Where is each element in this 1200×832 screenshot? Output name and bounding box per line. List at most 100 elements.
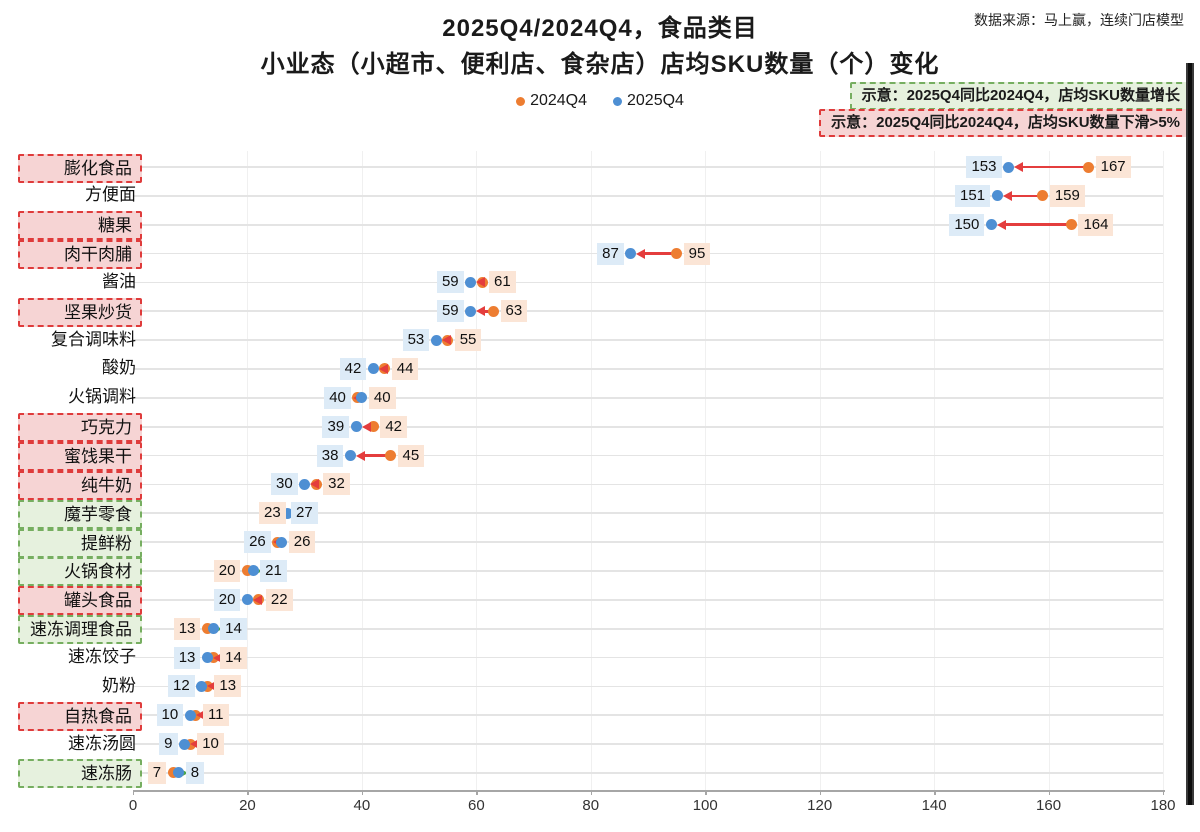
value-label-2024q4: 61 (489, 271, 516, 294)
row-gridline (133, 685, 1163, 688)
value-label-2025q4: 26 (244, 531, 271, 554)
legend-label-2024q4: 2024Q4 (530, 92, 587, 109)
change-arrow-head (1002, 190, 1012, 201)
legend-item-2025q4: 2025Q4 (613, 92, 684, 110)
dot-2025q4 (356, 392, 368, 404)
x-axis-tick (247, 790, 249, 795)
change-arrow-head (212, 652, 222, 663)
category-label-3: 糖果 (18, 211, 142, 241)
value-label-2025q4: 40 (324, 386, 351, 409)
value-label-2025q4: 38 (316, 444, 344, 467)
legend-dot-2025q4-icon (613, 96, 622, 106)
dot-2025q4 (350, 421, 362, 433)
x-axis-tick-label: 80 (582, 797, 600, 814)
value-label-2025q4: 20 (213, 588, 241, 611)
dot-2024q4 (1037, 190, 1049, 202)
x-axis-tick (361, 790, 364, 795)
dot-2025q4 (985, 219, 997, 231)
value-label-2025q4: 9 (159, 733, 178, 756)
category-label-22: 速冻肠 (18, 759, 142, 789)
row-gridline (133, 281, 1163, 284)
row-gridline (133, 743, 1163, 745)
value-label-2024q4: 11 (202, 704, 229, 727)
value-label-2025q4: 12 (167, 675, 195, 698)
change-arrow-line (642, 252, 673, 255)
change-arrow-head (1014, 162, 1023, 172)
dot-2024q4 (367, 421, 379, 433)
value-label-2025q4: 39 (322, 415, 350, 438)
change-arrow-head (996, 219, 1006, 230)
value-label-2024q4: 20 (213, 559, 241, 582)
x-axis-tick (476, 790, 478, 795)
x-axis-tick (705, 790, 707, 795)
x-axis-tick-label: 40 (353, 797, 371, 814)
vertical-gridline (1048, 151, 1050, 790)
row-gridline (133, 397, 1163, 399)
dot-2025q4 (367, 363, 379, 375)
category-label-7: 复合调味料 (51, 329, 136, 349)
legend-dot-2024q4-icon (516, 96, 526, 106)
change-arrow-head (355, 450, 365, 461)
value-label-2024q4: 32 (323, 473, 350, 496)
dot-2025q4 (1003, 161, 1014, 173)
dot-2025q4 (201, 652, 213, 664)
value-label-2025q4: 150 (949, 213, 985, 236)
x-axis-tick-label: 160 (1036, 797, 1062, 814)
value-label-2025q4: 21 (260, 559, 287, 582)
vertical-gridline (590, 151, 592, 790)
dot-2025q4 (247, 565, 259, 577)
value-label-2024q4: 55 (454, 329, 482, 352)
row-gridline (133, 656, 1163, 659)
plot-area: 0 20 40 60 80 100 120 140 160 180 膨化食品 153 167 方便面 151… (0, 130, 1200, 830)
value-label-2024q4: 7 (147, 761, 167, 784)
data-source-note: 数据来源：马上赢，连续门店模型 (974, 12, 1184, 28)
x-axis-line (133, 790, 1165, 792)
x-axis-tick-label: 60 (467, 797, 485, 814)
dot-2025q4 (276, 536, 288, 548)
dot-2025q4 (299, 478, 311, 490)
value-label-2025q4: 30 (270, 473, 298, 496)
category-label-8: 酸奶 (102, 358, 136, 378)
row-gridline (133, 195, 1163, 197)
value-label-2024q4: 26 (288, 531, 316, 554)
value-label-2024q4: 14 (220, 646, 247, 669)
change-arrow-head (195, 710, 205, 721)
x-axis-tick-label: 180 (1150, 797, 1176, 814)
category-label-1: 膨化食品 (18, 153, 142, 183)
category-label-2: 方便面 (85, 185, 136, 205)
value-label-2025q4: 13 (173, 646, 201, 669)
category-label-11: 蜜饯果干 (18, 442, 142, 472)
value-label-2025q4: 53 (402, 329, 430, 352)
change-arrow-line (362, 454, 387, 457)
x-axis-tick-label: 100 (692, 797, 718, 814)
x-axis-tick-label: 140 (921, 797, 947, 814)
category-label-14: 提鲜粉 (18, 528, 142, 558)
value-label-2024q4: 95 (683, 242, 711, 265)
dot-2025q4 (196, 680, 208, 692)
change-arrow-head (190, 739, 199, 750)
change-arrow-line (482, 309, 490, 313)
dot-2024q4 (488, 305, 499, 317)
row-gridline (133, 223, 1163, 226)
value-label-2024q4: 159 (1049, 184, 1085, 207)
change-arrow-line (1009, 194, 1039, 198)
dot-2024q4 (1083, 161, 1095, 173)
value-label-2025q4: 42 (339, 357, 367, 380)
value-label-2024q4: 164 (1078, 213, 1114, 236)
category-label-12: 纯牛奶 (18, 470, 142, 500)
category-label-18: 速冻饺子 (68, 647, 136, 667)
category-label-9: 火锅调料 (68, 387, 136, 407)
value-label-2024q4: 10 (197, 733, 224, 756)
value-label-2025q4: 87 (597, 242, 624, 265)
row-gridline (133, 310, 1163, 313)
category-label-15: 火锅食材 (18, 557, 142, 587)
dot-2025q4 (282, 507, 293, 519)
category-label-4: 肉干肉脯 (18, 240, 142, 270)
change-arrow-head (310, 479, 320, 490)
category-label-16: 罐头食品 (18, 586, 142, 616)
value-label-2025q4: 59 (436, 300, 464, 323)
value-label-2025q4: 59 (436, 271, 464, 294)
change-arrow-head (441, 335, 451, 346)
change-arrow-head (252, 594, 262, 605)
value-label-2024q4: 63 (500, 300, 528, 323)
